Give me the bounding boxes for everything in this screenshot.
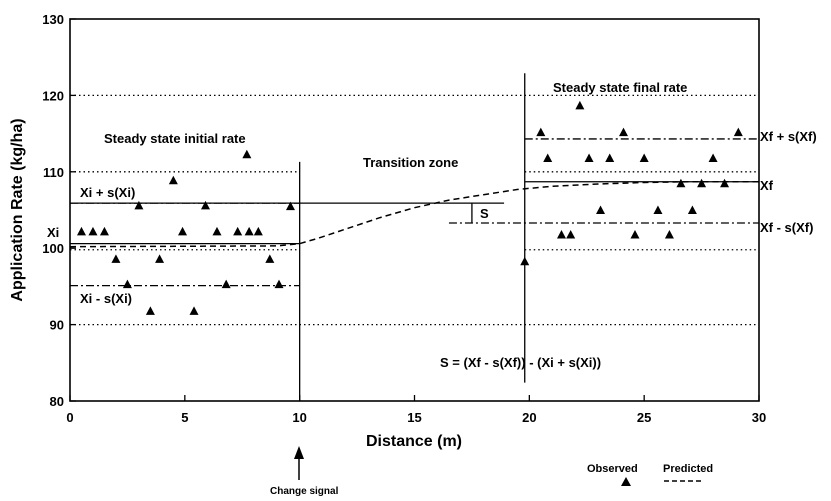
legend-observed-marker [621, 477, 631, 486]
x-tick-label: 5 [181, 410, 188, 425]
observed-point [242, 149, 252, 159]
observed-point [111, 254, 121, 263]
y-axis-label: Application Rate (kg/ha) [9, 118, 26, 301]
observed-point [221, 279, 231, 289]
x-tick-label: 10 [292, 410, 306, 425]
label-xi-plus: Xi + s(Xi) [80, 185, 135, 200]
observed-point [708, 153, 718, 163]
x-tick-label: 20 [522, 410, 536, 425]
observed-point [155, 254, 165, 263]
series-layer [69, 100, 759, 315]
observed-point [212, 226, 222, 236]
observed-point [122, 279, 132, 289]
predicted-series-line [69, 180, 759, 248]
observed-point [653, 205, 663, 214]
formula-text: S = (Xf - s(Xf)) - (Xi + s(Xi)) [440, 355, 601, 370]
observed-point [596, 205, 606, 214]
observed-point [536, 127, 546, 137]
observed-point [687, 205, 697, 214]
observed-point [189, 306, 199, 315]
observed-point [566, 229, 576, 239]
label-xi: Xi [47, 225, 59, 240]
annotation-steady-final: Steady state final rate [553, 80, 687, 95]
observed-point [664, 229, 674, 239]
label-xf: Xf [760, 178, 774, 193]
observed-point [639, 153, 649, 163]
grid-layer [70, 94, 759, 326]
x-tick-label: 0 [66, 410, 73, 425]
observed-point [605, 153, 615, 163]
observed-point [543, 153, 553, 163]
observed-point [201, 200, 211, 210]
label-s: S [480, 206, 489, 221]
observed-point [168, 175, 178, 185]
observed-point [618, 127, 628, 137]
annotation-steady-initial: Steady state initial rate [104, 131, 246, 146]
observed-point [520, 256, 530, 266]
y-tick-label: 100 [42, 241, 64, 256]
x-axis-label: Distance (m) [366, 433, 462, 450]
observed-point [575, 100, 585, 110]
observed-point [720, 178, 730, 188]
y-tick-label: 80 [50, 394, 64, 409]
x-tick-label: 25 [637, 410, 651, 425]
observed-point [630, 229, 640, 239]
label-xf-plus: Xf + s(Xf) [760, 129, 817, 144]
observed-point [697, 178, 707, 188]
observed-point [274, 279, 284, 289]
label-xi-minus: Xi - s(Xi) [80, 291, 132, 306]
change-signal-arrow [294, 446, 304, 480]
x-tick-label: 30 [752, 410, 766, 425]
observed-point [99, 226, 109, 236]
observed-point [233, 226, 243, 236]
y-tick-label: 130 [42, 12, 64, 27]
y-tick-label: 120 [42, 88, 64, 103]
label-xf-minus: Xf - s(Xf) [760, 220, 813, 235]
annotation-transition: Transition zone [363, 155, 458, 170]
observed-point [244, 226, 254, 236]
observed-point [584, 153, 594, 163]
observed-point [145, 306, 155, 315]
observed-point [265, 254, 275, 263]
observed-point [134, 200, 144, 210]
observed-point [253, 226, 263, 236]
observed-point [733, 127, 743, 137]
observed-point [178, 226, 188, 236]
change-signal-label: Change signal [270, 486, 339, 497]
axis-layer: 0 5 10 15 20 25 30 80 90 100 110 120 130 [42, 12, 766, 425]
legend-observed-label: Observed [587, 463, 638, 475]
observed-point [676, 178, 686, 188]
observed-point [88, 226, 98, 236]
observed-point [285, 201, 295, 211]
observed-point [76, 226, 86, 236]
legend-predicted-label: Predicted [663, 463, 713, 475]
observed-point [556, 229, 566, 239]
y-tick-label: 90 [50, 318, 64, 333]
x-tick-label: 15 [407, 410, 421, 425]
reference-lines-layer [70, 73, 759, 401]
y-tick-label: 110 [43, 165, 64, 180]
